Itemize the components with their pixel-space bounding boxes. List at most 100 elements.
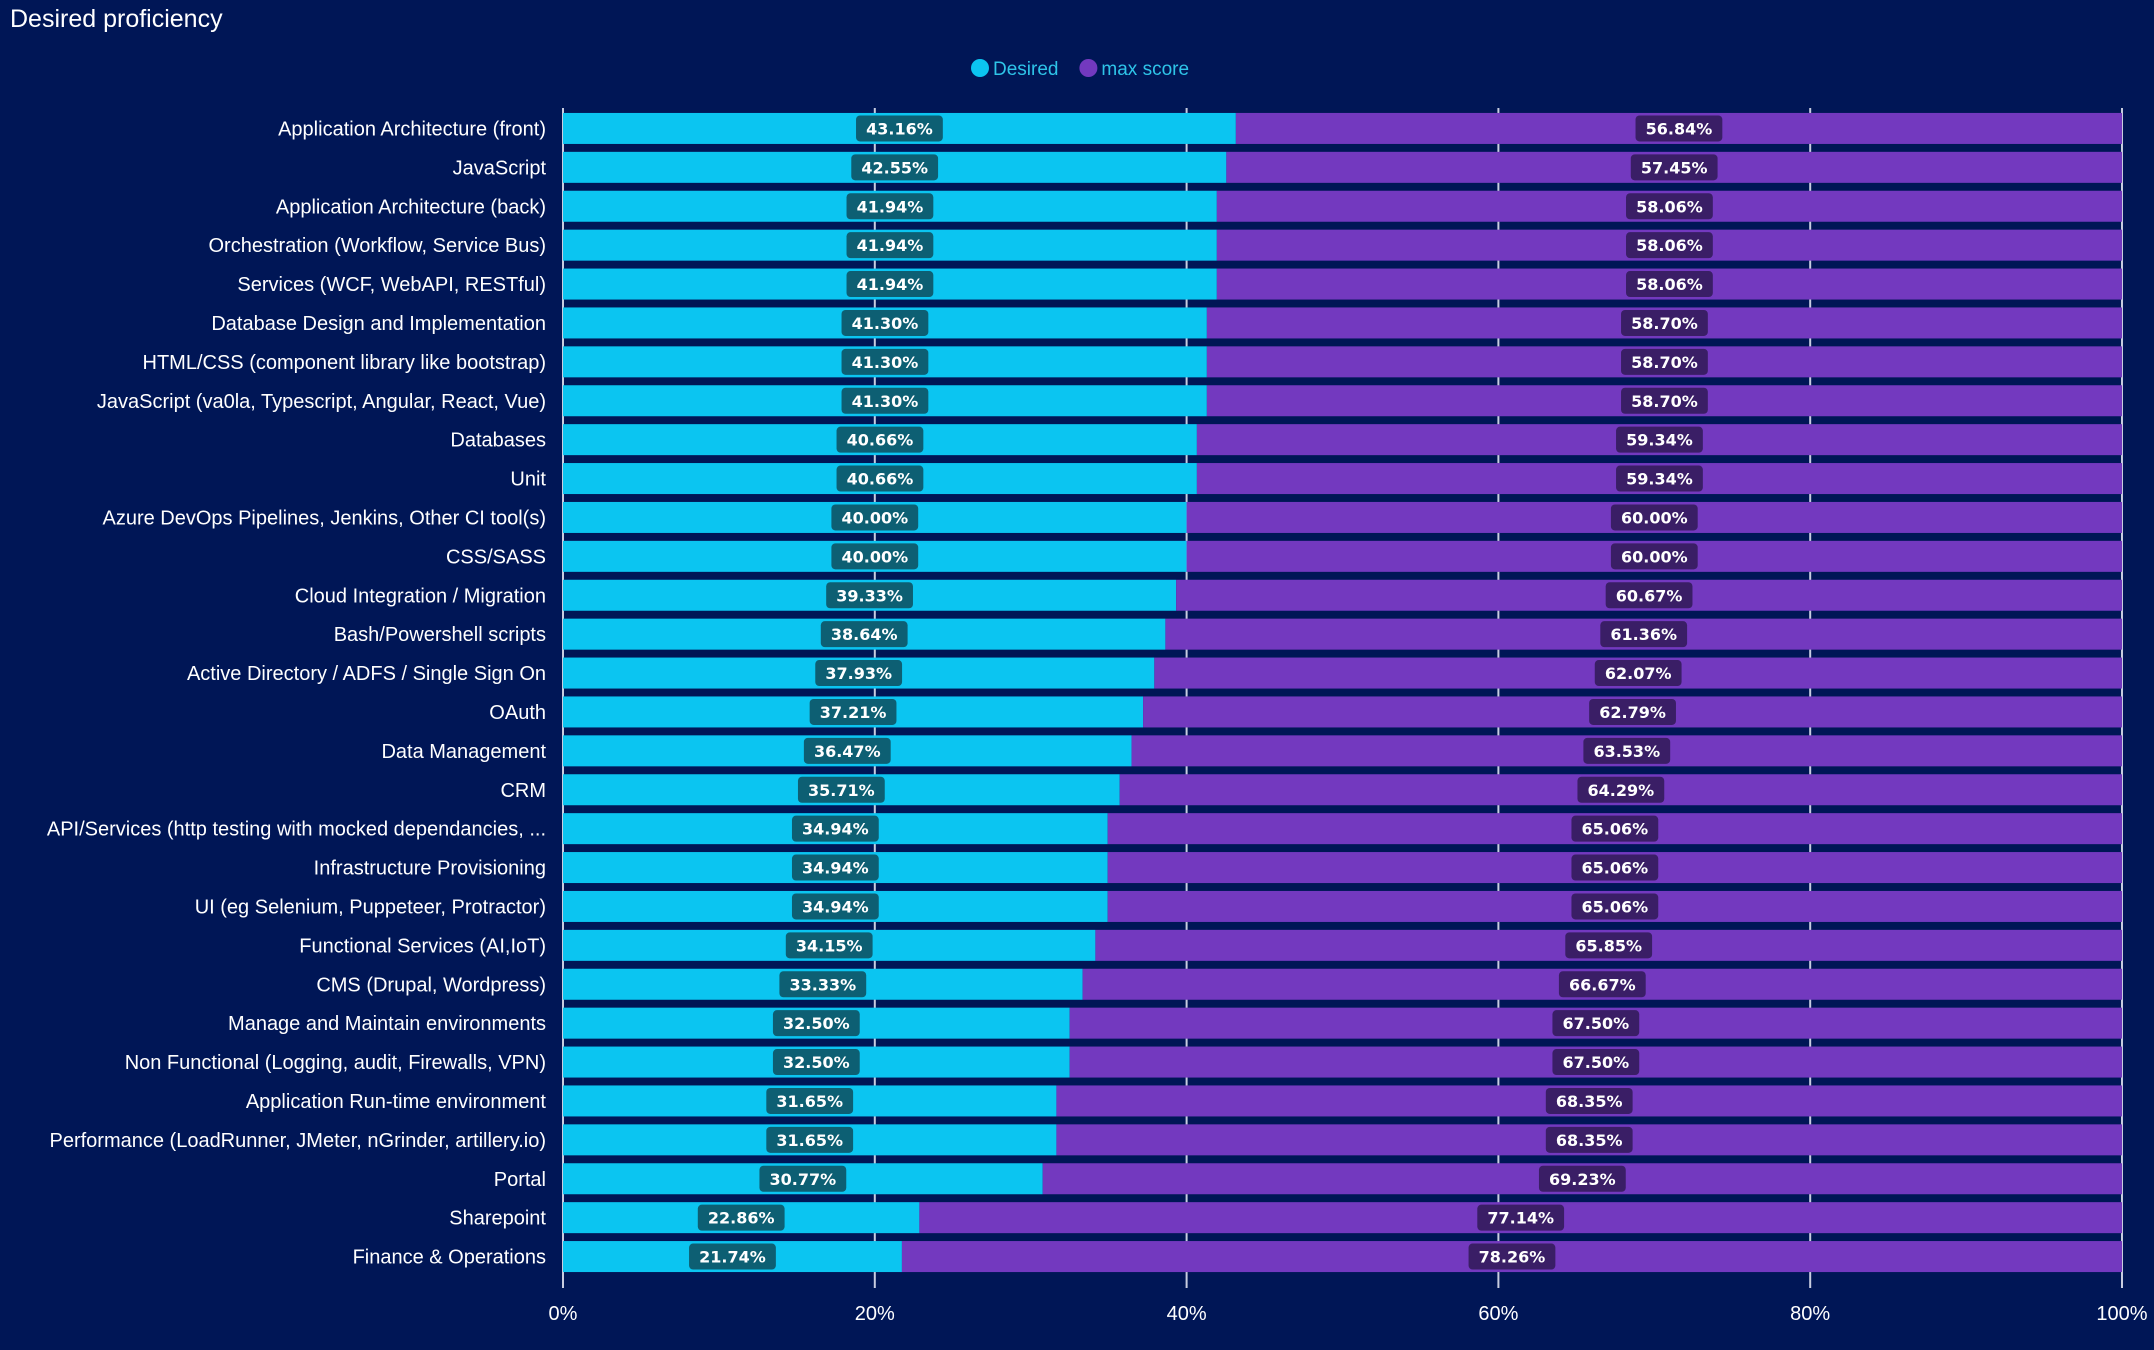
data-label-bg-max-score (1626, 193, 1713, 220)
data-label-bg-desired (846, 232, 934, 259)
data-label-bg-max-score (1635, 115, 1723, 142)
data-label-bg-max-score (1565, 932, 1653, 959)
legend-marker-desired (971, 59, 989, 77)
data-label-bg-max-score (1538, 1165, 1626, 1192)
data-label-desired: 40.66% (847, 431, 914, 450)
data-label-max-score: 65.06% (1582, 820, 1649, 839)
data-label-desired: 38.64% (831, 625, 898, 644)
category-label: Databases (450, 430, 546, 452)
data-label-bg-desired (791, 854, 879, 881)
data-label-bg-desired (772, 1049, 860, 1076)
data-label-max-score: 63.53% (1593, 742, 1660, 761)
category-label: Manage and Maintain environments (228, 1013, 546, 1035)
data-label-desired: 31.65% (776, 1131, 843, 1150)
data-label-max-score: 58.06% (1636, 275, 1703, 294)
data-label-max-score: 59.34% (1626, 470, 1693, 489)
data-label-bg-desired (697, 1204, 785, 1231)
data-label-max-score: 59.34% (1626, 431, 1693, 450)
category-label: Services (WCF, WebAPI, RESTful) (237, 274, 546, 296)
data-label-bg-max-score (1571, 854, 1659, 881)
category-label: JavaScript (453, 157, 547, 179)
data-label-desired: 33.33% (789, 975, 856, 994)
chart-legend[interactable]: Desired max score (971, 59, 1189, 80)
data-label-bg-max-score (1621, 309, 1708, 336)
data-label-desired: 31.65% (776, 1092, 843, 1111)
data-label-bg-max-score (1626, 232, 1713, 259)
data-label-bg-max-score (1616, 426, 1703, 453)
data-label-desired: 34.94% (802, 859, 869, 878)
data-label-bg-desired (841, 387, 929, 414)
data-label-desired: 40.00% (841, 547, 908, 566)
data-label-max-score: 58.06% (1636, 236, 1703, 255)
data-label-max-score: 69.23% (1549, 1170, 1616, 1189)
data-label-bg-max-score (1616, 465, 1703, 492)
data-label-desired: 37.21% (820, 703, 887, 722)
data-label-bg-desired (809, 698, 897, 725)
x-tick-label: 80% (1790, 1303, 1830, 1325)
data-label-bg-max-score (1626, 271, 1713, 298)
legend-marker-max-score (1079, 59, 1098, 77)
x-tick-label: 60% (1478, 1303, 1518, 1325)
category-label: Application Run-time environment (246, 1091, 547, 1113)
category-label: Data Management (381, 741, 546, 763)
data-label-bg-max-score (1621, 348, 1708, 375)
data-label-bg-desired (846, 271, 934, 298)
category-label: Orchestration (Workflow, Service Bus) (208, 235, 546, 257)
data-label-bg-desired (841, 309, 929, 336)
data-label-desired: 40.66% (847, 470, 914, 489)
data-label-bg-desired (791, 893, 879, 920)
data-label-desired: 32.50% (783, 1014, 850, 1033)
data-label-bg-desired (772, 1010, 860, 1037)
category-label: Unit (510, 469, 546, 491)
data-label-bg-desired (851, 154, 939, 181)
data-label-max-score: 58.70% (1631, 314, 1698, 333)
chart-title: Desired proficiency (10, 5, 223, 33)
data-label-desired: 43.16% (866, 119, 933, 138)
data-label-bg-max-score (1558, 971, 1646, 998)
data-label-desired: 35.71% (808, 781, 875, 800)
data-label-max-score: 65.85% (1575, 936, 1642, 955)
category-label: Application Architecture (front) (278, 118, 546, 140)
category-label: API/Services (http testing with mocked d… (47, 819, 546, 841)
data-label-bg-max-score (1545, 1126, 1633, 1153)
data-label-bg-desired (766, 1126, 854, 1153)
data-label-desired: 30.77% (770, 1170, 837, 1189)
data-label-desired: 39.33% (836, 586, 903, 605)
data-label-max-score: 57.45% (1641, 158, 1708, 177)
category-label: Bash/Powershell scripts (334, 624, 546, 646)
data-label-bg-desired (803, 737, 891, 764)
data-label-bg-max-score (1545, 1087, 1633, 1114)
category-label: Sharepoint (449, 1208, 546, 1230)
data-label-desired: 41.94% (857, 197, 924, 216)
data-label-bg-max-score (1571, 893, 1659, 920)
data-label-max-score: 64.29% (1588, 781, 1655, 800)
data-label-bg-max-score (1621, 387, 1708, 414)
data-label-bg-desired (831, 543, 919, 570)
data-label-max-score: 58.06% (1636, 197, 1703, 216)
x-tick-label: 20% (855, 1303, 895, 1325)
data-label-bg-max-score (1468, 1243, 1556, 1270)
value-axis-labels: 0% 20% 40% 60% 80% 100% (549, 1303, 2148, 1325)
data-label-desired: 42.55% (861, 158, 928, 177)
data-label-bg-desired (831, 504, 919, 531)
data-label-bg-desired (791, 815, 879, 842)
data-label-max-score: 60.00% (1621, 547, 1688, 566)
x-tick-label: 100% (2096, 1303, 2147, 1325)
data-label-bg-max-score (1630, 154, 1718, 181)
data-label-desired: 32.50% (783, 1053, 850, 1072)
category-label: Cloud Integration / Migration (295, 585, 546, 607)
data-label-desired: 34.15% (796, 936, 863, 955)
data-label-bg-desired (815, 660, 903, 687)
data-label-max-score: 58.70% (1631, 353, 1698, 372)
category-label: CSS/SASS (446, 546, 546, 568)
data-label-desired: 41.30% (852, 314, 919, 333)
data-label-max-score: 60.00% (1621, 508, 1688, 527)
data-label-desired: 37.93% (825, 664, 892, 683)
data-label-bg-desired (779, 971, 867, 998)
data-label-max-score: 68.35% (1556, 1131, 1623, 1150)
data-label-desired: 40.00% (841, 508, 908, 527)
category-label: CMS (Drupal, Wordpress) (316, 974, 546, 996)
category-label: Active Directory / ADFS / Single Sign On (187, 663, 546, 685)
category-label: Portal (494, 1169, 546, 1191)
